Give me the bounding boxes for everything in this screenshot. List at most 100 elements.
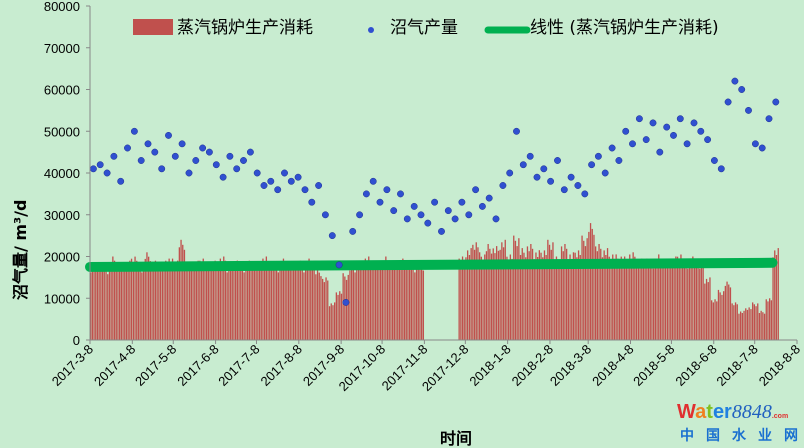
bar bbox=[325, 277, 327, 340]
bar bbox=[383, 262, 385, 340]
scatter-point bbox=[649, 119, 657, 127]
bar bbox=[272, 266, 274, 340]
bar bbox=[368, 256, 370, 340]
bar bbox=[235, 266, 237, 340]
bar bbox=[763, 313, 766, 340]
bar bbox=[122, 268, 124, 340]
bar bbox=[637, 260, 640, 340]
y-tick-label: 40000 bbox=[44, 166, 80, 181]
bar bbox=[646, 258, 648, 340]
bar bbox=[658, 254, 660, 340]
bar bbox=[183, 249, 186, 340]
scatter-point bbox=[144, 140, 152, 148]
bar bbox=[417, 268, 419, 340]
bar bbox=[192, 268, 194, 340]
bar bbox=[543, 250, 546, 340]
bar bbox=[359, 260, 361, 340]
bar bbox=[136, 260, 138, 340]
bar bbox=[340, 293, 343, 340]
bar bbox=[745, 308, 747, 340]
bar bbox=[376, 260, 378, 340]
scatter-point bbox=[110, 152, 118, 160]
scatter-point bbox=[178, 140, 186, 148]
bar bbox=[656, 260, 658, 340]
legend-label-trend: 线性 (蒸汽锅炉生产消耗) bbox=[530, 18, 719, 38]
bar bbox=[644, 264, 646, 340]
scatter-point bbox=[103, 169, 111, 177]
x-tick-label: 2017-4-8 bbox=[91, 342, 138, 389]
bar bbox=[378, 264, 380, 340]
bar bbox=[282, 258, 285, 340]
bar bbox=[767, 301, 769, 340]
bar bbox=[173, 262, 175, 340]
bar bbox=[458, 258, 460, 340]
bar bbox=[504, 239, 506, 340]
bar bbox=[189, 262, 191, 340]
bar bbox=[467, 250, 469, 340]
bar bbox=[731, 303, 733, 340]
bar bbox=[407, 262, 409, 340]
bar bbox=[574, 252, 576, 340]
bar bbox=[682, 258, 684, 340]
bar bbox=[195, 266, 198, 340]
bar bbox=[675, 256, 677, 340]
scatter-point bbox=[594, 152, 602, 160]
y-axis-label: 沼气量/ m³/d bbox=[11, 200, 30, 300]
bar bbox=[190, 266, 193, 340]
bar bbox=[151, 262, 153, 340]
bar bbox=[258, 266, 261, 340]
scatter-point bbox=[274, 186, 282, 194]
bar bbox=[492, 248, 494, 340]
bar bbox=[769, 298, 771, 341]
scatter-point bbox=[690, 119, 698, 127]
bar bbox=[690, 262, 692, 340]
x-tick-label: 2017-8-8 bbox=[258, 342, 305, 389]
bar bbox=[717, 289, 720, 340]
bar bbox=[349, 270, 351, 340]
scatter-point bbox=[547, 177, 555, 185]
bar bbox=[409, 266, 411, 340]
bar bbox=[398, 260, 401, 340]
bar bbox=[613, 258, 616, 340]
bar bbox=[630, 258, 633, 340]
bar bbox=[736, 304, 738, 340]
bar bbox=[175, 266, 177, 340]
bar bbox=[596, 251, 599, 340]
bar bbox=[760, 310, 762, 340]
bar bbox=[487, 244, 489, 340]
bar bbox=[93, 270, 95, 340]
bar bbox=[410, 264, 413, 340]
bar bbox=[390, 264, 392, 340]
scatter-point bbox=[117, 177, 125, 185]
bar bbox=[472, 244, 474, 340]
bar bbox=[405, 268, 407, 340]
scatter-point bbox=[226, 152, 234, 160]
bar bbox=[306, 270, 309, 340]
scatter-point bbox=[738, 86, 746, 93]
bar bbox=[624, 256, 626, 340]
bar bbox=[153, 266, 155, 340]
bar bbox=[392, 268, 394, 340]
scatter-point bbox=[608, 144, 616, 152]
scatter-point bbox=[567, 173, 575, 181]
bar bbox=[371, 266, 373, 340]
bar bbox=[506, 256, 508, 340]
scatter-point bbox=[670, 131, 677, 139]
bar bbox=[629, 254, 631, 340]
scatter-point bbox=[281, 169, 288, 177]
scatter-point bbox=[506, 169, 514, 177]
scatter-point bbox=[772, 98, 780, 106]
bar bbox=[108, 268, 111, 340]
bar bbox=[260, 264, 262, 340]
bar bbox=[98, 268, 100, 340]
scatter-point bbox=[390, 207, 398, 215]
y-tick-label: 20000 bbox=[44, 250, 80, 265]
scatter-point bbox=[171, 152, 179, 160]
bar bbox=[100, 262, 102, 340]
bar bbox=[523, 252, 525, 340]
bar bbox=[276, 268, 278, 340]
bar bbox=[620, 256, 622, 340]
bar bbox=[560, 246, 563, 340]
bar bbox=[252, 268, 254, 340]
bar bbox=[400, 264, 402, 340]
